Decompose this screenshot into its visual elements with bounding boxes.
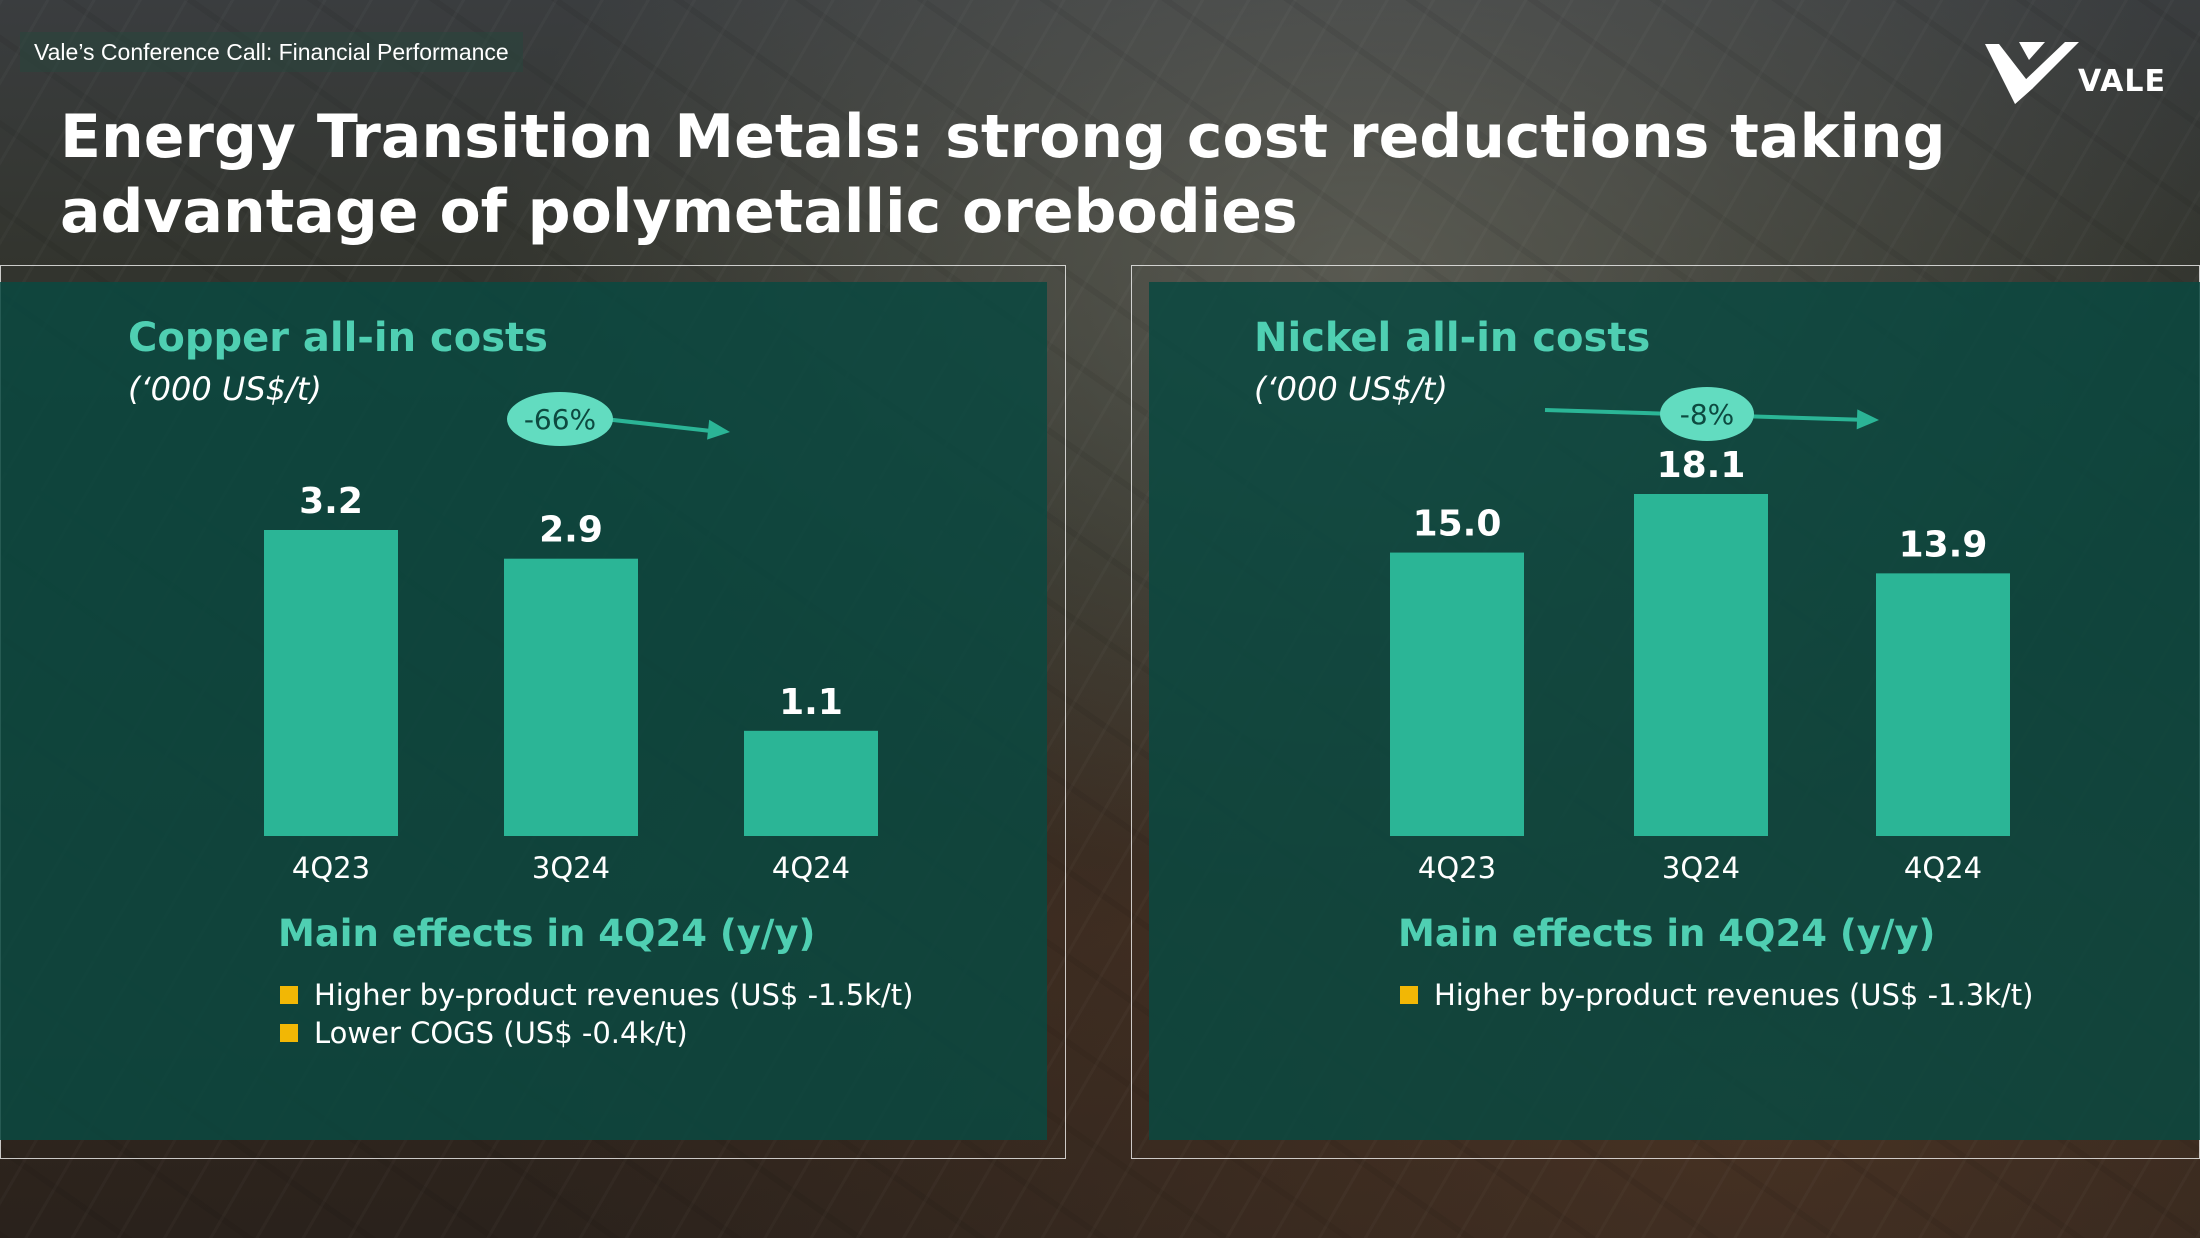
nickel-bar-chart: -8% 15.0 4Q23 18.1 3Q24 13.9 4Q24 <box>1390 387 2010 885</box>
copper-chart-unit: (‘000 US$/t) <box>128 370 322 408</box>
copper-arrow-head-icon <box>707 419 730 440</box>
nickel-arrow-head-icon <box>1856 409 1879 430</box>
header-label: Vale’s Conference Call: Financial Perfor… <box>20 32 523 72</box>
copper-bar-4q24 <box>744 730 878 836</box>
effect-text: Lower COGS (US$ -0.4k/t) <box>314 1016 688 1050</box>
effect-text: Higher by-product revenues (US$ -1.3k/t) <box>1434 978 2034 1012</box>
list-item: Lower COGS (US$ -0.4k/t) <box>280 1014 913 1052</box>
copper-change-badge-label: -66% <box>524 403 596 436</box>
page-title: Energy Transition Metals: strong cost re… <box>60 102 1946 247</box>
nickel-bar-4q23 <box>1390 552 1524 836</box>
vale-logo-text: VALE <box>2078 64 2167 99</box>
nickel-category-label: 4Q23 <box>1418 851 1496 885</box>
copper-data-label: 1.1 <box>779 682 843 723</box>
copper-data-label: 2.9 <box>539 510 603 551</box>
nickel-effects-title: Main effects in 4Q24 (y/y) <box>1398 912 1936 955</box>
copper-change-badge <box>507 392 613 446</box>
list-item: Higher by-product revenues (US$ -1.3k/t) <box>1400 976 2033 1014</box>
bullet-icon <box>280 986 298 1004</box>
copper-chart-title: Copper all-in costs <box>128 315 548 361</box>
nickel-data-label: 13.9 <box>1899 524 1988 565</box>
nickel-data-label: 15.0 <box>1413 504 1502 545</box>
bullet-icon <box>280 1024 298 1042</box>
nickel-chart-unit: (‘000 US$/t) <box>1254 370 1448 408</box>
copper-category-label: 4Q23 <box>292 851 370 885</box>
copper-bar-3q24 <box>504 558 638 836</box>
copper-category-label: 4Q24 <box>772 851 850 885</box>
nickel-change-badge-label: -8% <box>1680 398 1735 431</box>
list-item: Higher by-product revenues (US$ -1.5k/t) <box>280 976 913 1014</box>
nickel-category-label: 3Q24 <box>1662 851 1740 885</box>
nickel-category-label: 4Q24 <box>1904 851 1982 885</box>
nickel-chart-title: Nickel all-in costs <box>1254 315 1651 361</box>
copper-bar-4q23 <box>264 530 398 836</box>
effect-text: Higher by-product revenues (US$ -1.5k/t) <box>314 978 914 1012</box>
copper-effects-list: Higher by-product revenues (US$ -1.5k/t)… <box>280 976 913 1052</box>
nickel-change-badge <box>1660 387 1754 441</box>
copper-effects-title: Main effects in 4Q24 (y/y) <box>278 912 816 955</box>
copper-bar-chart: -66% 3.2 4Q23 2.9 3Q24 1.1 4Q24 <box>264 392 878 885</box>
bullet-icon <box>1400 986 1418 1004</box>
vale-logo-icon <box>1985 42 2079 104</box>
nickel-bar-3q24 <box>1634 494 1768 836</box>
nickel-effects-list: Higher by-product revenues (US$ -1.3k/t) <box>1400 976 2033 1014</box>
nickel-data-label: 18.1 <box>1657 445 1746 486</box>
copper-category-label: 3Q24 <box>532 851 610 885</box>
nickel-bar-4q24 <box>1876 573 2010 836</box>
copper-data-label: 3.2 <box>299 481 363 522</box>
